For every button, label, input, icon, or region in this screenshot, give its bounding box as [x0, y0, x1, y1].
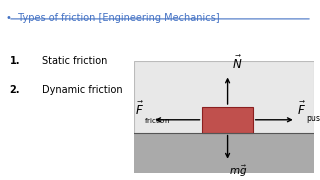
Text: $\mathrm{friction}$: $\mathrm{friction}$: [144, 116, 170, 125]
Text: 1.: 1.: [10, 56, 20, 66]
Text: Static friction: Static friction: [42, 56, 107, 66]
Text: $\mathrm{push}$: $\mathrm{push}$: [306, 112, 320, 125]
Text: •  Types of friction [Engineering Mechanics]: • Types of friction [Engineering Mechani…: [6, 13, 220, 23]
Bar: [203, 107, 253, 133]
Text: $\vec{N}$: $\vec{N}$: [232, 55, 243, 72]
Text: $\vec{F}$: $\vec{F}$: [298, 101, 306, 118]
Text: $\vec{F}$: $\vec{F}$: [135, 101, 144, 118]
Bar: [134, 133, 314, 173]
Text: 2.: 2.: [10, 85, 20, 95]
Text: $m\vec{g}$: $m\vec{g}$: [229, 164, 248, 179]
Text: Dynamic friction: Dynamic friction: [42, 85, 122, 95]
